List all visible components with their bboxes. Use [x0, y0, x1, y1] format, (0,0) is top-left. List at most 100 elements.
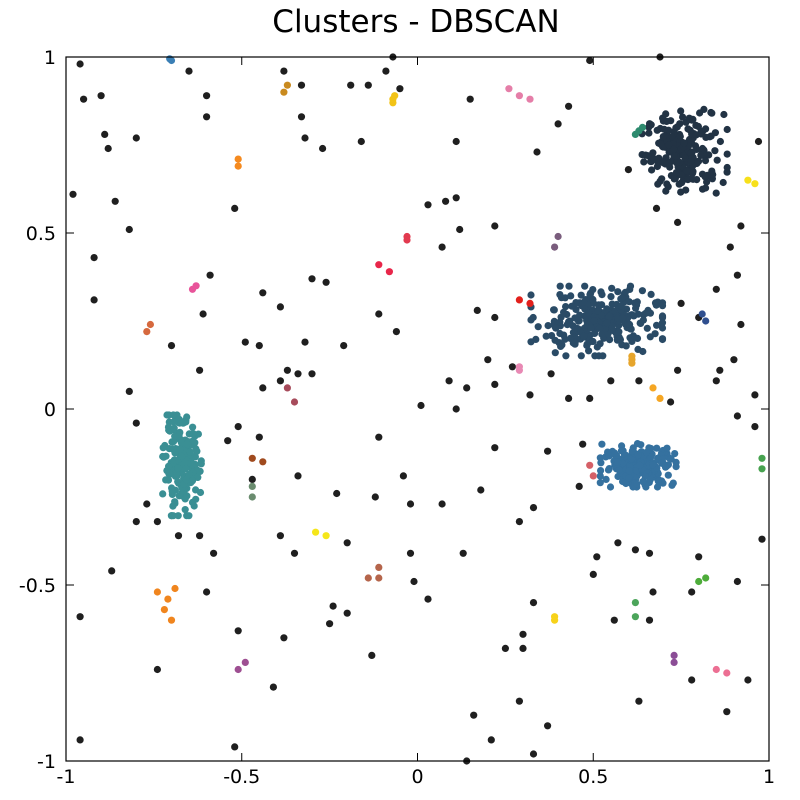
cluster-4-point	[625, 467, 633, 475]
cluster-2-point	[562, 352, 570, 360]
noise-point	[744, 676, 752, 684]
cluster-2-point	[527, 291, 535, 299]
noise-point	[125, 225, 133, 234]
noise-point	[90, 254, 98, 262]
cluster-3-point	[185, 470, 193, 478]
noise-point	[652, 204, 661, 212]
noise-point	[111, 197, 119, 205]
cluster-2-point	[534, 323, 542, 331]
noise-point	[259, 384, 267, 392]
cluster-1-point	[699, 185, 707, 193]
x-tick-label: 0	[411, 766, 423, 788]
noise-point	[533, 148, 541, 156]
small-cluster-15-point	[628, 352, 636, 360]
small-cluster-8-point	[744, 176, 752, 184]
cluster-2-point	[625, 298, 633, 306]
small-cluster-2-point	[702, 317, 710, 325]
small-cluster-10-point	[375, 261, 383, 269]
cluster-3-point	[189, 423, 197, 431]
cluster-1-point	[685, 114, 693, 122]
noise-point	[308, 370, 316, 378]
small-cluster-13-point	[146, 320, 154, 329]
noise-point	[368, 651, 376, 660]
small-cluster-23-point	[312, 528, 320, 536]
cluster-4-point	[596, 472, 604, 480]
noise-point	[712, 285, 720, 293]
small-cluster-18-point	[290, 398, 299, 406]
cluster-2-point	[658, 335, 667, 344]
small-cluster-3-point	[166, 55, 174, 63]
cluster-4-point	[633, 480, 641, 488]
noise-point	[452, 194, 460, 202]
cluster-1-point	[659, 133, 667, 141]
small-cluster-8-point	[751, 180, 759, 188]
cluster-3-point	[181, 458, 189, 467]
small-cluster-26-point	[171, 584, 179, 593]
noise-point	[108, 567, 116, 575]
x-tick-label: 1	[763, 766, 775, 788]
noise-point	[459, 549, 467, 557]
cluster-4-point	[664, 471, 672, 479]
noise-point	[399, 472, 407, 480]
noise-point	[290, 549, 299, 557]
noise-point	[276, 377, 284, 385]
noise-point	[269, 683, 277, 691]
cluster-1-point	[665, 141, 673, 149]
cluster-4-point	[649, 461, 657, 469]
cluster-3-point	[182, 476, 190, 484]
cluster-1-point	[687, 158, 695, 166]
noise-point	[491, 380, 499, 388]
cluster-4-point	[654, 477, 662, 485]
cluster-2-point	[571, 314, 579, 322]
axis-layer: -1 -0.5 0 0.5 1 -1 -0.5 0 0.5 1	[19, 47, 775, 788]
noise-point	[333, 489, 341, 498]
cluster-2-point	[550, 306, 558, 314]
small-cluster-6-point	[234, 162, 242, 170]
noise-point	[501, 644, 509, 653]
cluster-4-point	[636, 461, 644, 469]
cluster-4-point	[614, 458, 622, 466]
cluster-1-point	[659, 159, 667, 167]
noise-point	[487, 736, 495, 744]
noise-point	[343, 609, 351, 617]
noise-point	[294, 370, 302, 378]
noise-point	[326, 620, 334, 628]
noise-point	[635, 697, 643, 705]
cluster-2-point	[658, 302, 667, 310]
cluster-1-point	[709, 171, 717, 179]
noise-point	[730, 356, 738, 364]
cluster-1-point	[666, 163, 674, 171]
small-cluster-17-point	[656, 394, 664, 402]
cluster-3-point	[191, 439, 199, 447]
cluster-2-point	[658, 319, 667, 327]
x-tick-label: -1	[57, 766, 76, 788]
noise-point	[491, 222, 499, 230]
cluster-1-point	[683, 167, 691, 175]
small-cluster-20-point	[248, 482, 256, 490]
cluster-4-point	[622, 479, 630, 488]
cluster-1-point	[673, 123, 681, 131]
cluster-3-point	[188, 498, 197, 506]
noise-point	[153, 518, 161, 526]
cluster-4-point	[639, 477, 647, 486]
cluster-2-point	[571, 338, 579, 346]
cluster-4-point	[633, 472, 641, 480]
noise-point	[733, 271, 742, 279]
cluster-2-point	[595, 324, 604, 332]
small-cluster-13-point	[143, 328, 151, 336]
noise-point	[132, 518, 140, 526]
small-cluster-31-point	[723, 669, 731, 677]
cluster-2-point	[647, 290, 655, 298]
cluster-1-point	[720, 110, 728, 119]
small-cluster-1-point	[631, 130, 640, 138]
cluster-2-point	[566, 334, 575, 342]
cluster-2-point	[630, 312, 638, 320]
small-cluster-30-point	[670, 651, 678, 660]
cluster-2-point	[560, 308, 568, 316]
cluster-2-point	[626, 321, 634, 329]
cluster-2-point	[639, 316, 648, 324]
cluster-2-point	[605, 312, 614, 320]
small-cluster-28-point	[631, 613, 640, 621]
cluster-4-point	[647, 453, 655, 461]
cluster-2-point	[618, 294, 626, 302]
